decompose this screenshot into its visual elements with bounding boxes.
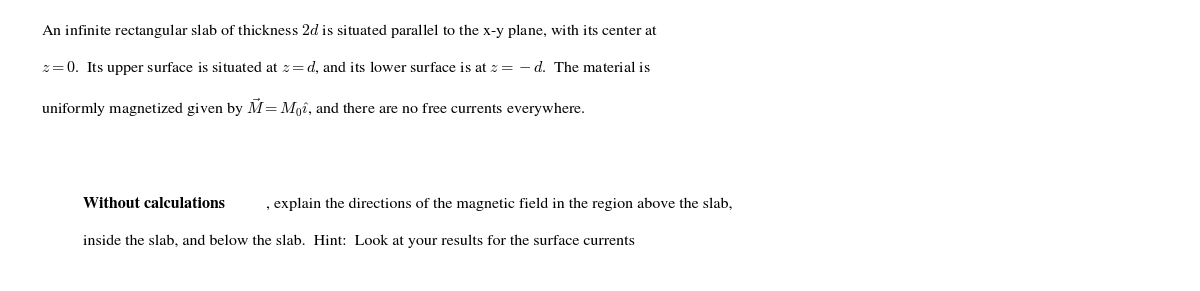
Text: Without calculations: Without calculations: [83, 197, 224, 211]
Text: inside the slab, and below the slab.  Hint:  Look at your results for the surfac: inside the slab, and below the slab. Hin…: [83, 235, 635, 248]
Text: uniformly magnetized given by $\vec{M} = M_0\hat{\imath}$, and there are no free: uniformly magnetized given by $\vec{M} =…: [41, 97, 586, 120]
Text: , explain the directions of the magnetic field in the region above the slab,: , explain the directions of the magnetic…: [265, 197, 732, 211]
Text: $z = 0$.  Its upper surface is situated at $z = d$, and its lower surface is at : $z = 0$. Its upper surface is situated a…: [41, 59, 650, 77]
Text: An infinite rectangular slab of thickness $2d$ is situated parallel to the x-y p: An infinite rectangular slab of thicknes…: [41, 22, 659, 40]
